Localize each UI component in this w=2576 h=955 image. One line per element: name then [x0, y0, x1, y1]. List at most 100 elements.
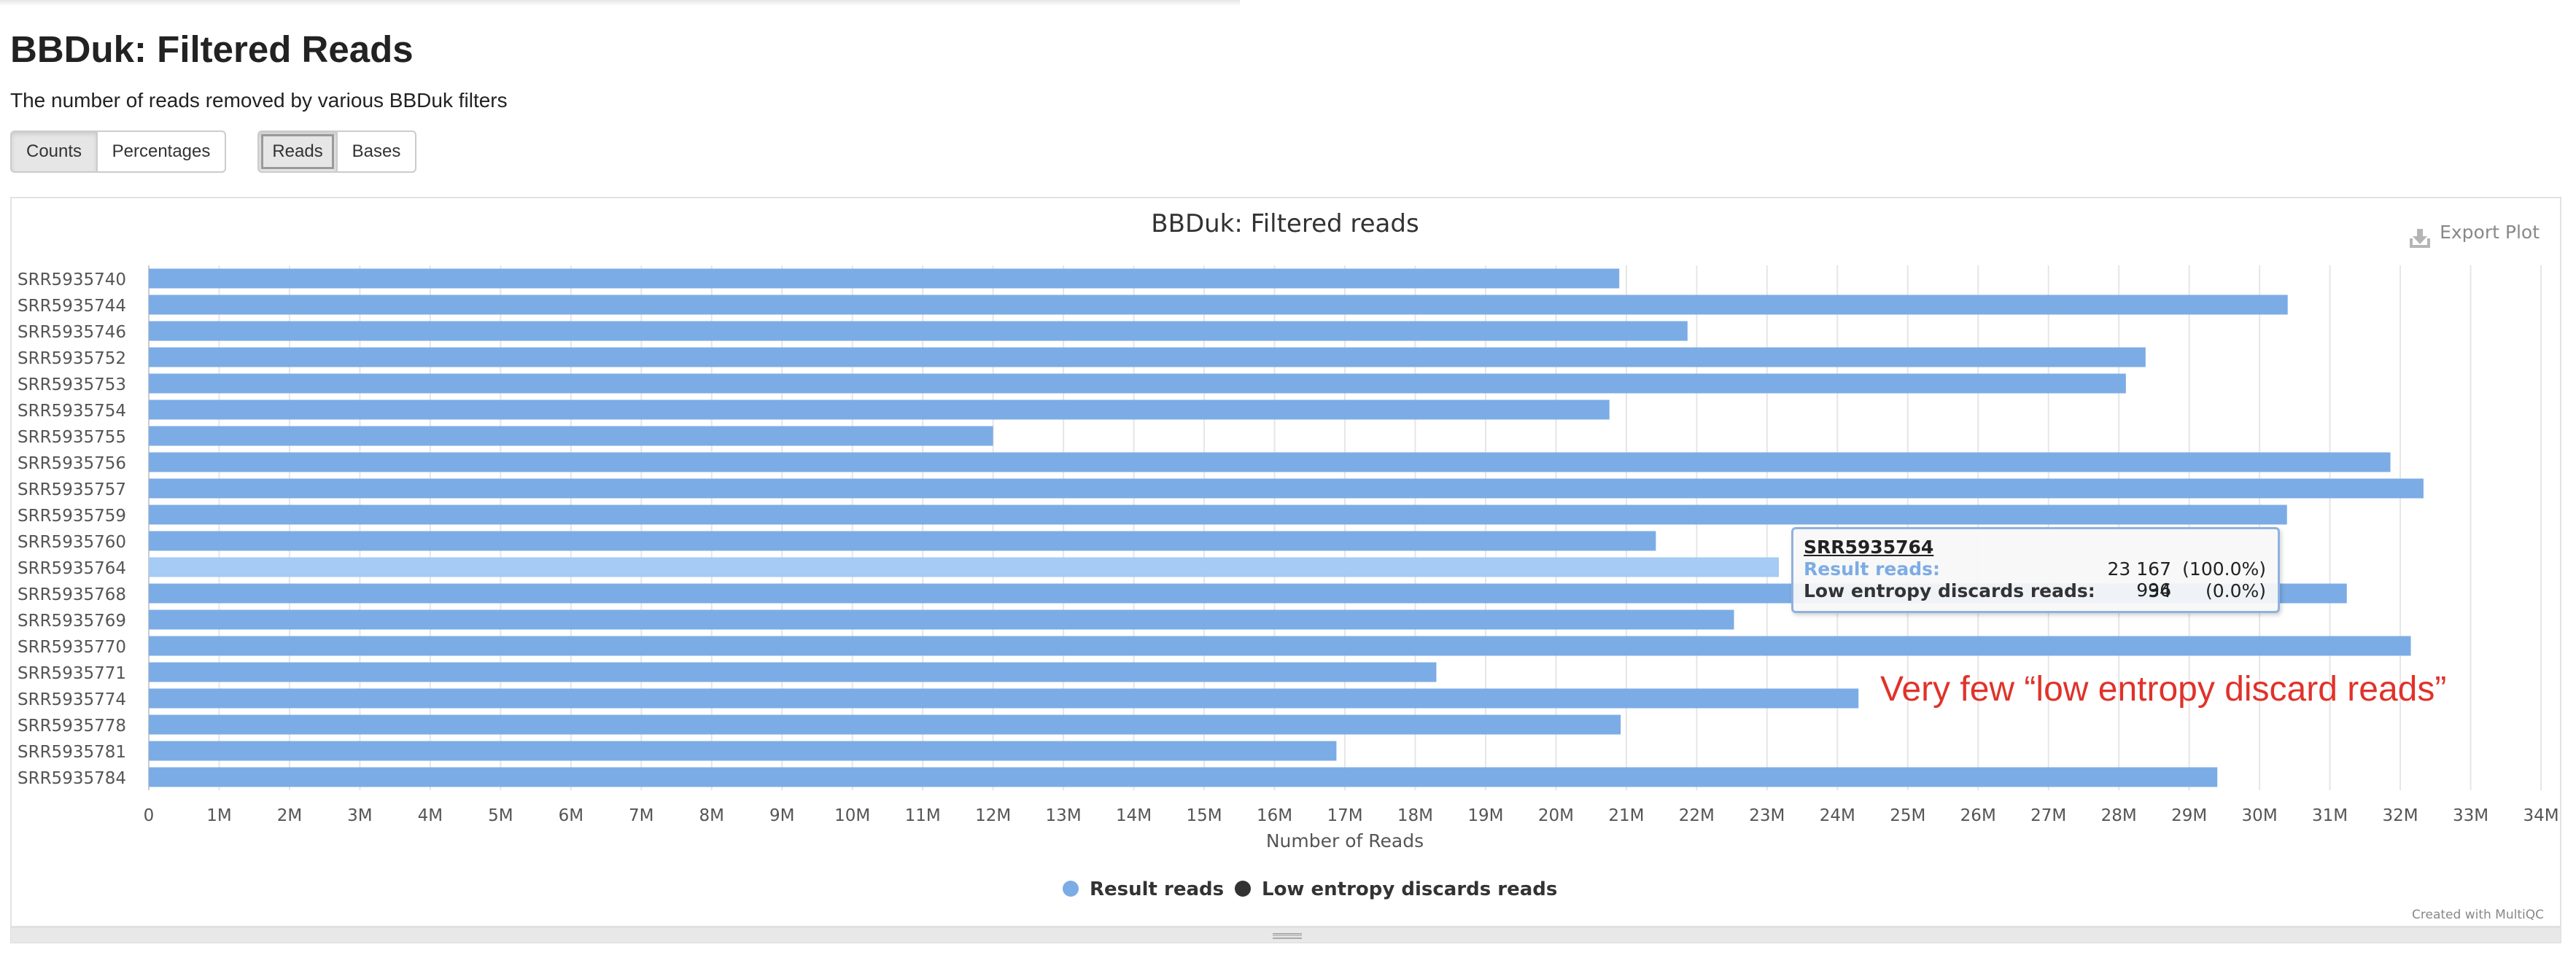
- tooltip-row-low-entropy: Low entropy discards reads: 34 (0.0%): [1804, 580, 2266, 602]
- bar-result-reads-SRR5935764[interactable]: [149, 557, 1780, 577]
- legend-marker-low-entropy: [1235, 881, 1251, 897]
- y-tick-label: SRR5935774: [18, 690, 126, 709]
- y-tick-label: SRR5935771: [18, 664, 126, 683]
- y-tick-label: SRR5935757: [18, 480, 126, 499]
- y-tick-label: SRR5935768: [18, 585, 126, 604]
- x-tick-label: 15M: [1186, 806, 1222, 825]
- counts-button[interactable]: Counts: [10, 130, 98, 173]
- y-tick-label: SRR5935778: [18, 717, 126, 736]
- page-title: BBDuk: Filtered Reads: [10, 28, 414, 70]
- x-tick-label: 26M: [1960, 806, 1996, 825]
- x-tick-label: 7M: [629, 806, 653, 825]
- x-tick-label: 0: [144, 806, 155, 825]
- x-tick-label: 28M: [2101, 806, 2137, 825]
- x-tick-label: 25M: [1890, 806, 1925, 825]
- resize-handle[interactable]: [10, 927, 2561, 943]
- export-plot-button[interactable]: Export Plot: [2410, 222, 2540, 248]
- bar-result-reads-SRR5935778[interactable]: [149, 714, 1621, 735]
- y-tick-label: SRR5935755: [18, 428, 126, 447]
- tooltip-value: 23 167 996: [2107, 558, 2171, 601]
- bar-result-reads-SRR5935770[interactable]: [149, 636, 2411, 656]
- x-tick-label: 12M: [975, 806, 1011, 825]
- y-tick-label: SRR5935769: [18, 612, 126, 631]
- legend-label-result-reads: Result reads: [1090, 878, 1224, 900]
- x-tick-label: 4M: [418, 806, 443, 825]
- tooltip-sample: SRR5935764: [1804, 537, 1934, 558]
- bar-result-reads-SRR5935755[interactable]: [149, 426, 993, 446]
- x-tick-label: 5M: [488, 806, 513, 825]
- chart-title: BBDuk: Filtered reads: [1151, 209, 1419, 238]
- download-icon: [2410, 229, 2430, 248]
- credit-text: Created with MultiQC: [2412, 908, 2544, 922]
- y-axis-labels: SRR5935740 SRR5935744 SRR5935746 SRR5935752…: [18, 270, 126, 788]
- tooltip-percent: (100.0%): [2182, 558, 2266, 580]
- grip-icon: [1273, 933, 1302, 939]
- bar-result-reads-SRR5935756[interactable]: [149, 452, 2391, 472]
- bases-button[interactable]: Bases: [336, 130, 416, 173]
- tooltip-row-result: Result reads: 23 167 996 (100.0%): [1804, 558, 2266, 601]
- annotation-note: Very few “low entropy discard reads”: [1880, 670, 2447, 709]
- percentages-button[interactable]: Percentages: [96, 130, 226, 173]
- x-tick-label: 6M: [559, 806, 583, 825]
- y-tick-label: SRR5935754: [18, 402, 126, 421]
- x-tick-label: 32M: [2382, 806, 2418, 825]
- x-axis-labels: 0 1M 2M 3M 4M 5M 6M 7M 8M 9M 10M 11M 12M 13M 14M 15M 16M…: [144, 806, 2559, 825]
- x-tick-label: 21M: [1608, 806, 1644, 825]
- bar-result-reads-SRR5935754[interactable]: [149, 399, 1610, 420]
- x-tick-label: 17M: [1327, 806, 1362, 825]
- bar-result-reads-SRR5935752[interactable]: [149, 347, 2146, 367]
- x-tick-label: 3M: [347, 806, 372, 825]
- x-tick-label: 14M: [1116, 806, 1152, 825]
- tooltip-series-name: Low entropy discards reads:: [1804, 580, 2095, 601]
- x-tick-label: 11M: [905, 806, 941, 825]
- y-tick-label: SRR5935753: [18, 375, 126, 394]
- bar-result-reads-SRR5935774[interactable]: [149, 688, 1859, 709]
- bar-result-reads-SRR5935740[interactable]: [149, 268, 1620, 289]
- tooltip-value: 34: [2148, 580, 2171, 601]
- x-tick-label: 30M: [2242, 806, 2278, 825]
- data-type-toggle: Counts Percentages: [10, 130, 226, 173]
- x-tick-label: 23M: [1749, 806, 1785, 825]
- x-tick-label: 24M: [1820, 806, 1855, 825]
- x-tick-label: 1M: [206, 806, 231, 825]
- legend-marker-result-reads: [1063, 881, 1079, 897]
- bar-result-reads-SRR5935769[interactable]: [149, 609, 1734, 630]
- bar-result-reads-SRR5935746[interactable]: [149, 321, 1688, 341]
- tooltip-series-name: Result reads:: [1804, 558, 1941, 580]
- x-tick-label: 29M: [2171, 806, 2207, 825]
- tooltip-percent: (0.0%): [2205, 580, 2266, 601]
- legend-item-low-entropy[interactable]: Low entropy discards reads: [1235, 878, 1557, 900]
- y-tick-label: SRR5935756: [18, 454, 126, 473]
- x-tick-label: 33M: [2453, 806, 2488, 825]
- bar-result-reads-SRR5935753[interactable]: [149, 373, 2126, 394]
- y-tick-label: SRR5935760: [18, 533, 126, 552]
- export-plot-label: Export Plot: [2440, 222, 2540, 243]
- legend: Result reads Low entropy discards reads: [1063, 878, 1557, 900]
- y-tick-label: SRR5935744: [18, 297, 126, 316]
- y-tick-label: SRR5935781: [18, 743, 126, 762]
- x-tick-label: 18M: [1397, 806, 1433, 825]
- y-tick-label: SRR5935752: [18, 349, 126, 368]
- y-tick-label: SRR5935784: [18, 769, 126, 788]
- bar-result-reads-SRR5935781[interactable]: [149, 741, 1337, 761]
- y-tick-label: SRR5935746: [18, 323, 126, 342]
- x-tick-label: 34M: [2523, 806, 2558, 825]
- x-tick-label: 20M: [1538, 806, 1574, 825]
- tooltip: SRR5935764 Result reads: 23 167 996 (100…: [1791, 527, 2280, 613]
- x-tick-label: 31M: [2312, 806, 2348, 825]
- x-axis-title: Number of Reads: [1266, 830, 1424, 851]
- bar-result-reads-SRR5935744[interactable]: [149, 295, 2288, 315]
- bar-result-reads-SRR5935771[interactable]: [149, 662, 1437, 682]
- bar-result-reads-SRR5935784[interactable]: [149, 767, 2218, 787]
- bar-result-reads-SRR5935757[interactable]: [149, 478, 2424, 499]
- bar-result-reads-SRR5935760[interactable]: [149, 531, 1656, 551]
- x-tick-label: 10M: [834, 806, 870, 825]
- top-fade-strip: [0, 0, 1240, 6]
- bar-result-reads-SRR5935759[interactable]: [149, 504, 2287, 525]
- x-tick-label: 8M: [699, 806, 724, 825]
- x-tick-label: 19M: [1467, 806, 1503, 825]
- x-tick-label: 2M: [277, 806, 302, 825]
- legend-item-result-reads[interactable]: Result reads: [1063, 878, 1224, 900]
- y-tick-label: SRR5935740: [18, 270, 126, 289]
